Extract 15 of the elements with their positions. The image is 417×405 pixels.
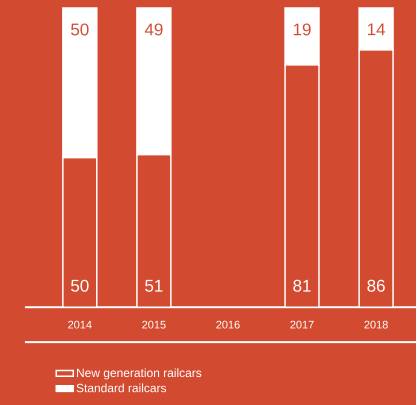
x-tick-label: 2018 xyxy=(364,320,388,329)
data-label: 19 xyxy=(294,23,311,36)
data-label: 49 xyxy=(144,23,163,36)
x-tick-label: 2017 xyxy=(290,320,314,329)
x-tick-label: 2014 xyxy=(68,320,92,329)
data-label: 50 xyxy=(71,280,89,292)
x-tick-label: 2016 xyxy=(216,320,240,329)
x-tick-label: 2015 xyxy=(142,320,166,329)
data-label: 86 xyxy=(367,280,385,292)
data-label: 51 xyxy=(145,280,162,292)
data-label: 81 xyxy=(293,280,311,292)
data-label: 14 xyxy=(368,23,386,36)
legend-label: Standard railcars xyxy=(76,383,166,392)
data-label: 50 xyxy=(71,23,89,36)
legend-label: New generation railcars xyxy=(77,368,202,380)
